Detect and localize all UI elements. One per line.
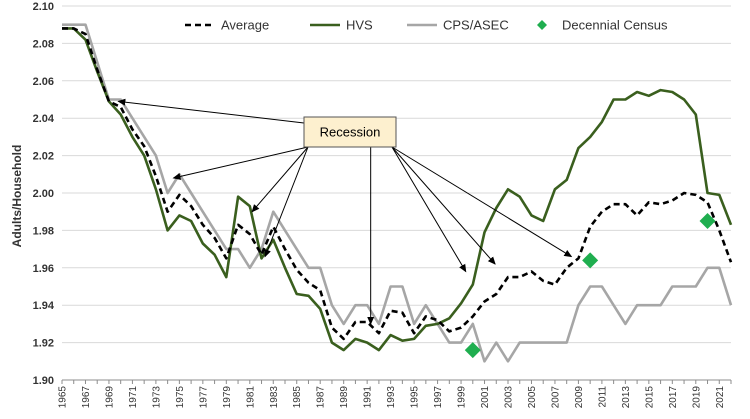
y-tick-label: 1.90 (33, 375, 54, 387)
y-axis-title: Adults/Household (10, 145, 24, 248)
axes: 1.90 1.92 1.94 1.96 1.98 2.00 2.02 2.04 2.06 2.08… (33, 1, 732, 409)
x-tick-label: 1987 (316, 386, 327, 409)
x-tick-label: 1969 (104, 386, 115, 409)
recession-arrow (172, 146, 309, 180)
legend: Average HVS CPS/ASEC Decennial Census (185, 18, 668, 33)
x-tick-label: 1973 (151, 386, 162, 409)
y-tick-label: 2.08 (33, 38, 54, 50)
recession-label: Recession (320, 125, 381, 140)
recession-arrow (251, 146, 309, 213)
x-tick-label: 1989 (339, 386, 350, 409)
x-tick-label: 2017 (668, 386, 679, 409)
legend-label: CPS/ASEC (443, 18, 509, 33)
x-tick-label: 1983 (269, 386, 280, 409)
y-tick-label: 1.98 (33, 225, 54, 237)
x-tick-label: 2001 (480, 386, 491, 409)
y-tick-label: 1.92 (33, 338, 54, 350)
average-line (62, 27, 733, 341)
legend-cps-asec: CPS/ASEC (407, 18, 509, 33)
legend-label: Average (221, 18, 269, 33)
census-markers (464, 213, 716, 359)
x-tick-label: 1979 (222, 386, 233, 409)
x-tick-label: 2015 (644, 386, 655, 409)
x-tick-label: 1967 (81, 386, 92, 409)
cps-asec-line (62, 23, 733, 363)
x-tick-label: 1997 (433, 386, 444, 409)
y-tick-label: 2.06 (33, 76, 54, 88)
x-tick-label: 1991 (363, 386, 374, 409)
y-tick-label: 1.96 (33, 263, 54, 275)
y-tick-label: 2.00 (33, 188, 54, 200)
legend-label: HVS (346, 18, 373, 33)
legend-swatch (537, 20, 547, 30)
x-tick-label: 2005 (527, 386, 538, 409)
recession-arrow (391, 146, 496, 265)
recession-arrow (391, 146, 573, 258)
y-tick-label: 2.02 (33, 151, 54, 163)
x-tick-label: 2021 (715, 386, 726, 409)
x-tick-label: 2007 (550, 386, 561, 409)
recession-arrow (117, 98, 305, 124)
x-tick-label: 1975 (175, 386, 186, 409)
census-marker (699, 213, 716, 230)
x-tick-label: 1977 (198, 386, 209, 409)
x-tick-label: 1981 (245, 386, 256, 409)
x-tick-label: 1993 (386, 386, 397, 409)
x-tick-label: 1971 (128, 386, 139, 409)
x-tick-label: 1965 (58, 386, 69, 409)
x-tick-label: 1999 (457, 386, 468, 409)
grid (62, 5, 731, 344)
x-tick-label: 2013 (621, 386, 632, 409)
x-tick-label: 2011 (597, 386, 608, 408)
y-tick-label: 2.10 (33, 1, 54, 13)
x-tick-label: 1995 (410, 386, 421, 409)
legend-average: Average (185, 18, 269, 33)
x-tick-label: 2009 (574, 386, 585, 409)
legend-label: Decennial Census (562, 18, 668, 33)
x-tick-label: 2003 (504, 386, 515, 409)
census-marker (582, 252, 599, 269)
recession-annotation: Recession (117, 98, 573, 325)
hvs-line (62, 27, 733, 352)
recession-arrow (391, 146, 467, 273)
series-layer (62, 23, 733, 363)
census-marker (464, 342, 481, 359)
x-tick-label: 2019 (691, 386, 702, 409)
x-tick-label: 1985 (292, 386, 303, 409)
y-tick-label: 1.94 (33, 300, 55, 312)
recession-box (303, 116, 397, 148)
recession-arrow (264, 146, 309, 258)
legend-hvs: HVS (310, 18, 373, 33)
y-tick-label: 2.04 (33, 113, 55, 125)
legend-decennial-census: Decennial Census (537, 18, 668, 33)
